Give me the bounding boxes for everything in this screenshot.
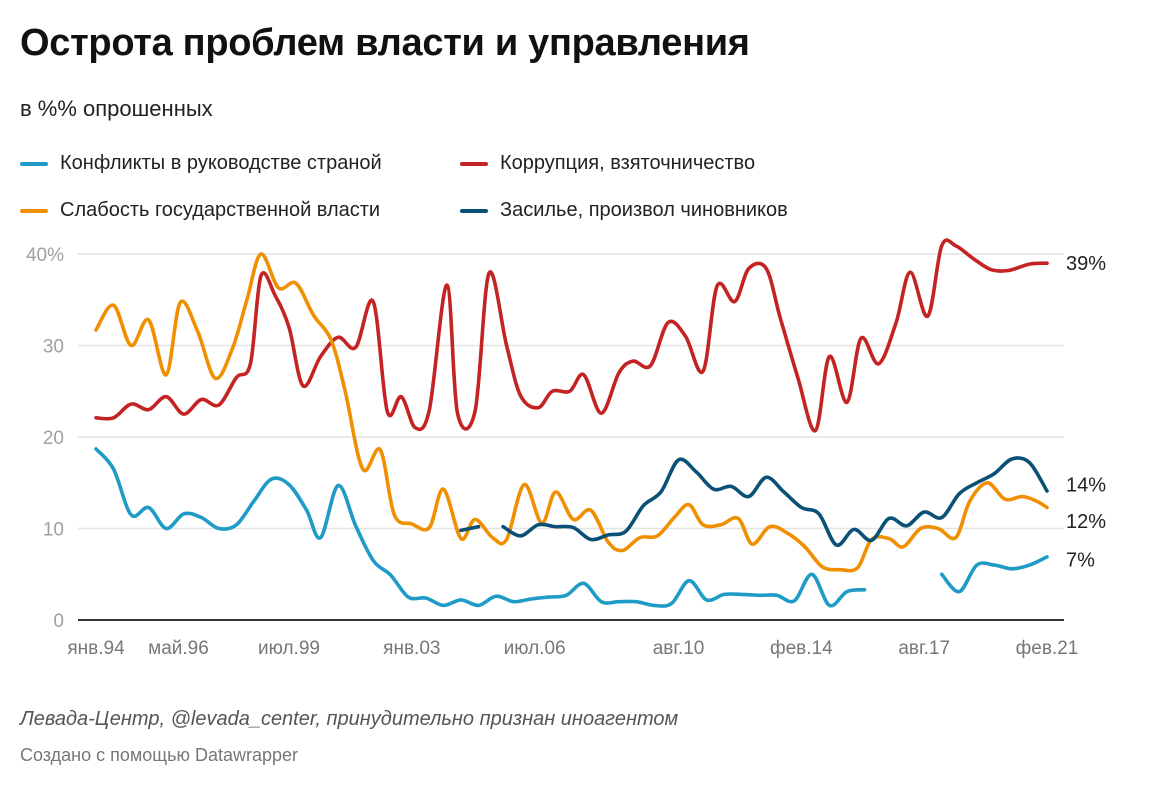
- series-line: [501, 456, 1049, 547]
- end-label: 7%: [1066, 550, 1095, 572]
- x-tick-label: янв.94: [67, 638, 125, 659]
- y-tick-label: 0: [53, 611, 64, 632]
- legend-label-officials: Засилье, произвол чиновников: [500, 199, 788, 221]
- legend-item-weakness: Слабость государственной власти: [20, 199, 380, 222]
- x-tick-label: фев.21: [1016, 638, 1079, 659]
- y-tick-label: 40%: [26, 245, 64, 266]
- legend-item-corruption: Коррупция, взяточничество: [460, 152, 755, 175]
- x-tick-label: май.96: [148, 638, 209, 659]
- x-tick-label: фев.14: [770, 638, 833, 659]
- legend-label-weakness: Слабость государственной власти: [60, 199, 381, 221]
- series-line: [459, 524, 481, 533]
- chart-title: Острота проблем власти и управления: [20, 22, 750, 64]
- series-3: [94, 447, 1049, 608]
- series-0: [94, 238, 1049, 433]
- x-tick-label: авг.10: [653, 638, 705, 659]
- legend-item-officials: Засилье, произвол чиновников: [460, 199, 788, 222]
- credit-note: Создано с помощью Datawrapper: [20, 745, 299, 765]
- x-axis-ticks: янв.94 май.96 июл.99 янв.03 июл.06 авг.10 фев.…: [67, 638, 1078, 659]
- x-tick-label: авг.17: [898, 638, 950, 659]
- x-tick-label: янв.03: [383, 638, 440, 659]
- y-tick-label: 30: [43, 337, 64, 358]
- legend-label-conflicts: Конфликты в руководстве страной: [60, 152, 382, 174]
- legend-item-conflicts: Конфликты в руководстве страной: [20, 152, 382, 175]
- legend-swatch-corruption: [460, 161, 488, 166]
- legend-swatch-conflicts: [20, 161, 48, 166]
- series-line: [939, 555, 1049, 594]
- series-line: [94, 447, 867, 608]
- gridlines: [78, 253, 1064, 621]
- x-tick-label: июл.06: [504, 638, 566, 659]
- end-label: 12%: [1066, 511, 1106, 533]
- end-labels: 39% 12% 14% 7%: [1066, 253, 1106, 571]
- x-tick-label: июл.99: [258, 638, 320, 659]
- series-line: [94, 238, 1049, 433]
- source-note: Левада-Центр, @levada_center, принудител…: [20, 708, 679, 730]
- series-1: [94, 252, 1049, 573]
- legend-swatch-weakness: [20, 208, 48, 213]
- chart-subtitle: в %% опрошенных: [20, 96, 213, 121]
- line-chart: 0 10 20 30 40% янв.94 май.96 июл.99 янв.03 июл.0…: [26, 238, 1106, 659]
- series-line: [94, 252, 1049, 573]
- y-axis-ticks: 0 10 20 30 40%: [26, 245, 64, 632]
- y-tick-label: 20: [43, 428, 64, 449]
- end-label: 14%: [1066, 475, 1106, 497]
- y-tick-label: 10: [43, 520, 64, 541]
- series-lines: [94, 238, 1049, 608]
- legend-label-corruption: Коррупция, взяточничество: [500, 152, 756, 174]
- series-2: [459, 456, 1049, 547]
- legend-swatch-officials: [460, 208, 488, 213]
- end-label: 39%: [1066, 253, 1106, 275]
